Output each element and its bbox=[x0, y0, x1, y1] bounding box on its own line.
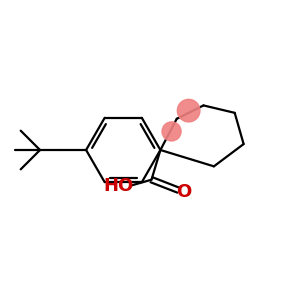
Text: HO: HO bbox=[103, 177, 133, 195]
Circle shape bbox=[177, 99, 200, 122]
Text: O: O bbox=[176, 183, 191, 201]
Circle shape bbox=[162, 122, 181, 141]
